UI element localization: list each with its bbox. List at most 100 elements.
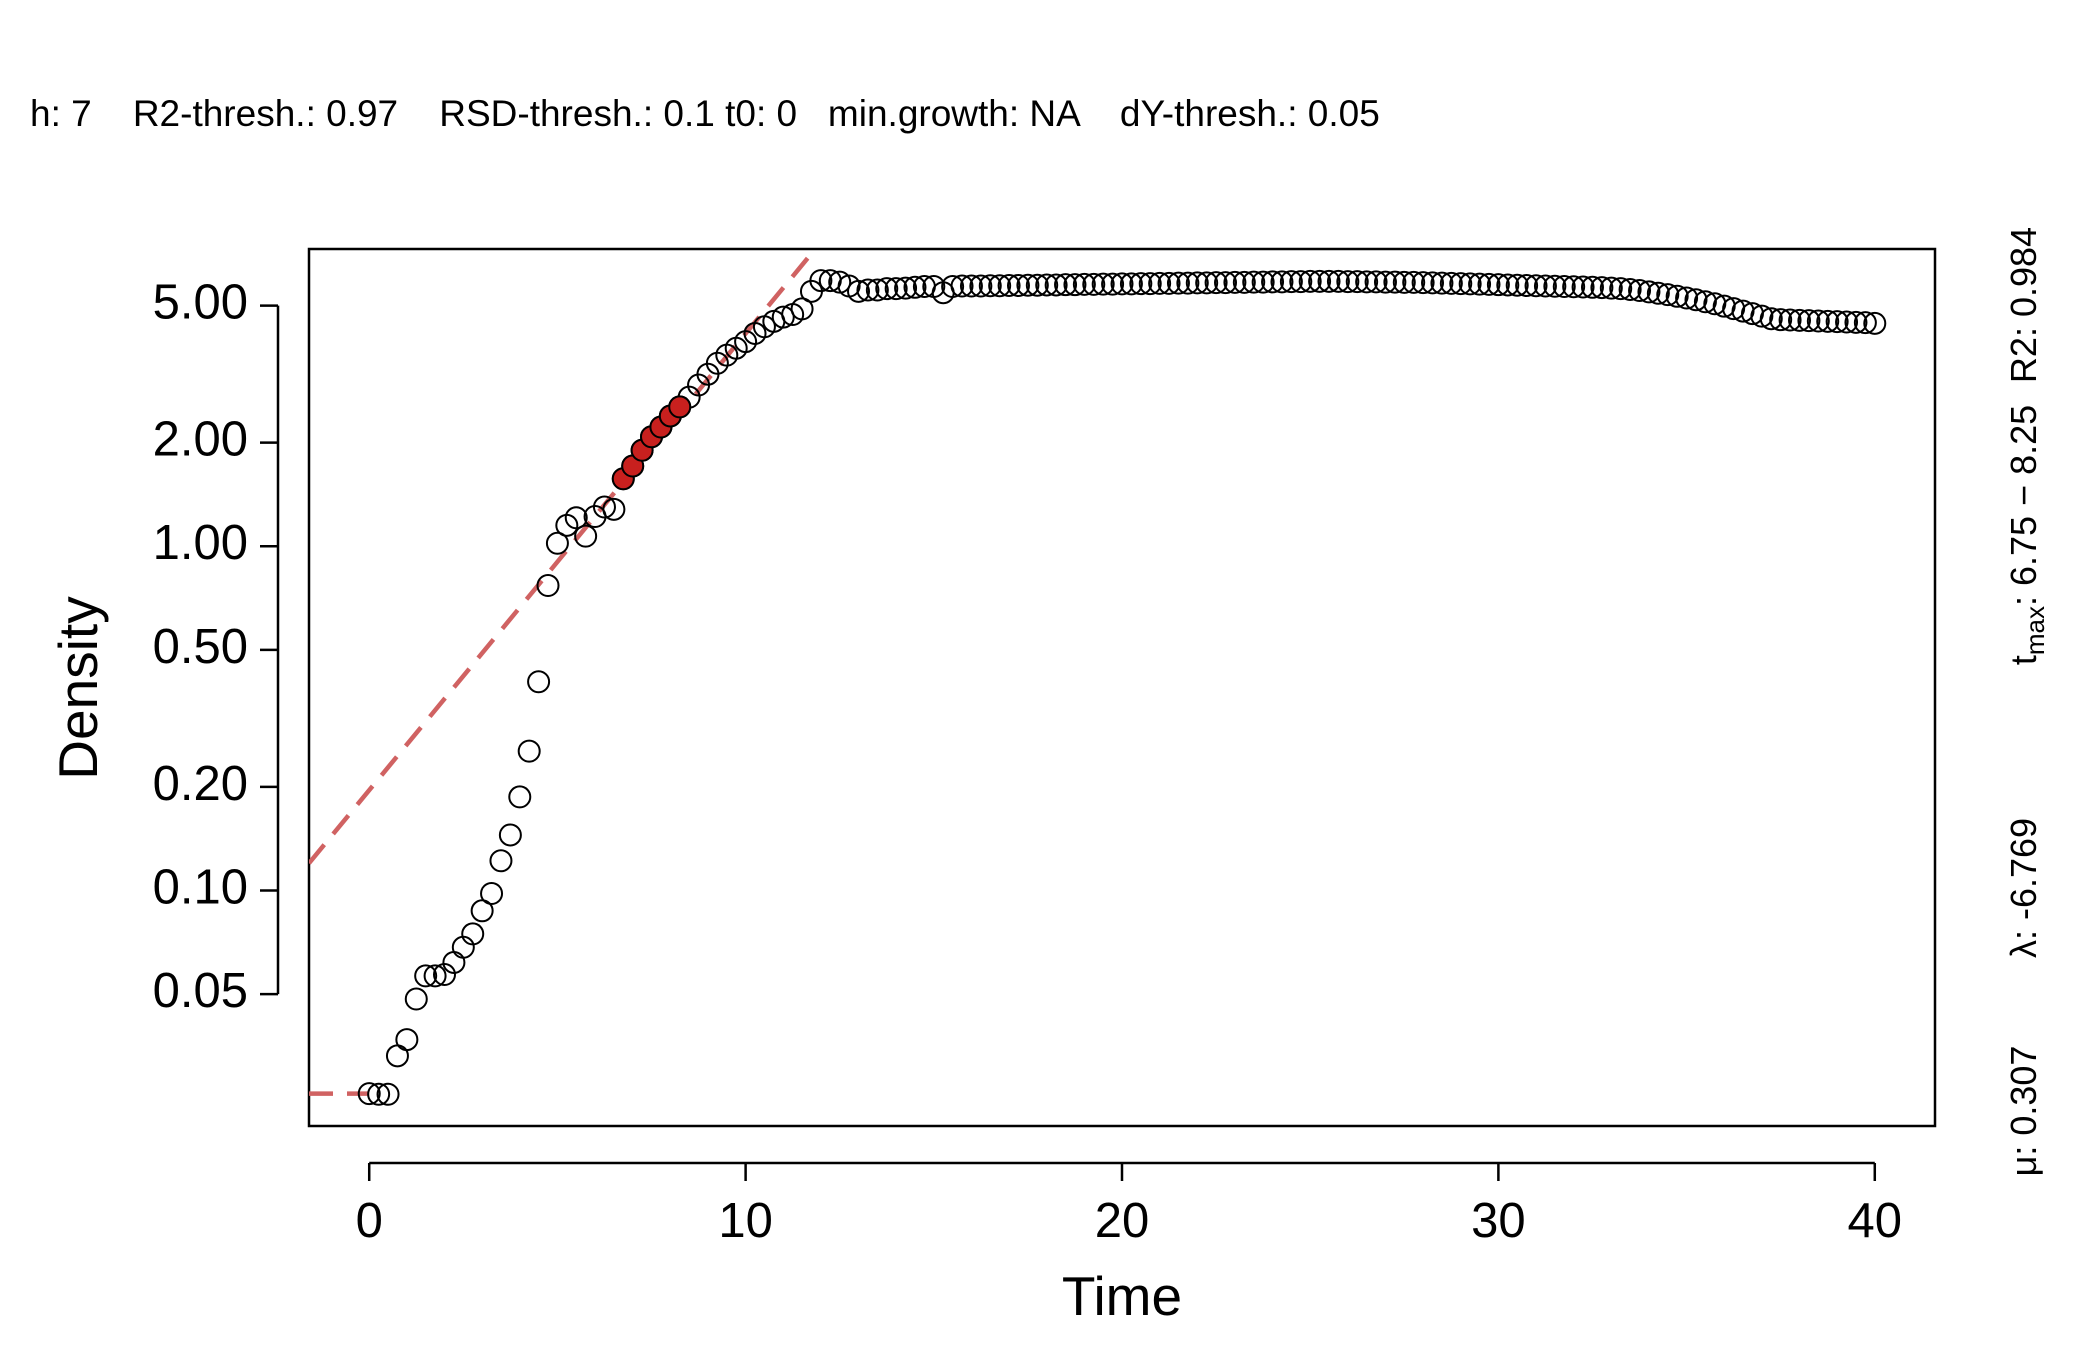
data-point (884, 277, 908, 301)
x-axis-title: Time (1062, 1265, 1182, 1327)
data-point (1232, 270, 1256, 294)
data-point (1684, 288, 1708, 312)
subtitle: h: 7 R2-thresh.: 0.97 RSD-thresh.: 0.1 t… (30, 93, 1380, 134)
tmax-annotation: tmax: 6.75 − 8.25 (2003, 405, 2050, 665)
data-point (1204, 271, 1228, 295)
data-point (1101, 272, 1125, 296)
data-point (1675, 286, 1699, 310)
data-point (1091, 272, 1115, 296)
data-point (536, 573, 560, 597)
x-tick-label: 10 (718, 1194, 773, 1248)
data-point (592, 495, 616, 519)
data-point (1477, 272, 1501, 296)
data-point (847, 279, 871, 303)
data-point (498, 823, 522, 847)
data-point (1223, 270, 1247, 294)
data-point (1759, 307, 1783, 331)
data-point (480, 882, 504, 906)
data-point (1392, 270, 1416, 294)
data-point (1411, 271, 1435, 295)
data-point (1270, 270, 1294, 294)
data-point (959, 274, 983, 298)
data-point (1025, 273, 1049, 297)
data-point (1458, 272, 1482, 296)
data-point (1825, 310, 1849, 334)
data-point (564, 506, 588, 530)
data-point (790, 297, 814, 321)
data-point (1806, 309, 1830, 333)
data-point (1251, 270, 1275, 294)
y-tick-label: 0.50 (153, 620, 248, 674)
data-point (1279, 270, 1303, 294)
y-tick-label: 5.00 (153, 276, 248, 330)
tmax-range: : 6.75 − 8.25 (2003, 405, 2044, 606)
data-point (1016, 273, 1040, 297)
data-point (1317, 269, 1341, 293)
plot-box (307, 247, 1937, 1128)
data-point (865, 278, 889, 302)
data-point (1863, 311, 1887, 335)
data-point (1110, 272, 1134, 296)
y-tick-label: 1.00 (153, 516, 248, 570)
data-point (1552, 275, 1576, 299)
data-point (1063, 273, 1087, 297)
data-point (1185, 271, 1209, 295)
data-point (1533, 274, 1557, 298)
data-point (828, 270, 852, 294)
data-point (1129, 272, 1153, 296)
data-point (357, 1082, 381, 1106)
x-tick-label: 20 (1095, 1194, 1150, 1248)
data-point (1072, 272, 1096, 296)
data-point (574, 524, 598, 548)
data-point (1439, 271, 1463, 295)
data-point (969, 274, 993, 298)
data-point (1835, 310, 1859, 334)
data-point (1176, 271, 1200, 295)
data-point (470, 899, 494, 923)
data-point (1402, 270, 1426, 294)
data-point (875, 277, 899, 301)
data-point (376, 1082, 400, 1106)
y-tick-label: 0.20 (153, 757, 248, 811)
data-point (1524, 274, 1548, 298)
y-axis-title: Density (47, 596, 109, 780)
tmax-subscript: max (2020, 606, 2050, 655)
data-point (1054, 273, 1078, 297)
data-point (414, 964, 438, 988)
x-tick-label: 30 (1471, 1194, 1526, 1248)
data-point (1571, 275, 1595, 299)
data-point (997, 273, 1021, 297)
data-point (1308, 269, 1332, 293)
data-point (423, 964, 447, 988)
data-point (1157, 271, 1181, 295)
lambda-annotation: λ: -6.769 (2003, 818, 2044, 958)
data-point (1769, 308, 1793, 332)
data-point (809, 269, 833, 293)
data-point (1590, 276, 1614, 300)
data-point (1797, 309, 1821, 333)
data-point (1336, 270, 1360, 294)
data-point (1816, 309, 1840, 333)
data-point (1656, 283, 1680, 307)
data-point (894, 276, 918, 300)
data-point (1298, 269, 1322, 293)
data-point (1580, 275, 1604, 299)
y-tick-label: 2.00 (153, 413, 248, 467)
data-point (508, 785, 532, 809)
data-point (489, 849, 513, 873)
data-point (1006, 273, 1030, 297)
data-point (1844, 310, 1868, 334)
data-point (1750, 304, 1774, 328)
tmax-symbol: t (2003, 655, 2044, 665)
data-point (903, 275, 927, 299)
y-tick-label: 0.05 (153, 964, 248, 1018)
data-point (517, 739, 541, 763)
data-point (1778, 308, 1802, 332)
data-point (1430, 271, 1454, 295)
highlighted-point (668, 395, 692, 419)
data-point (950, 274, 974, 298)
data-point (1665, 284, 1689, 308)
data-point (1242, 270, 1266, 294)
